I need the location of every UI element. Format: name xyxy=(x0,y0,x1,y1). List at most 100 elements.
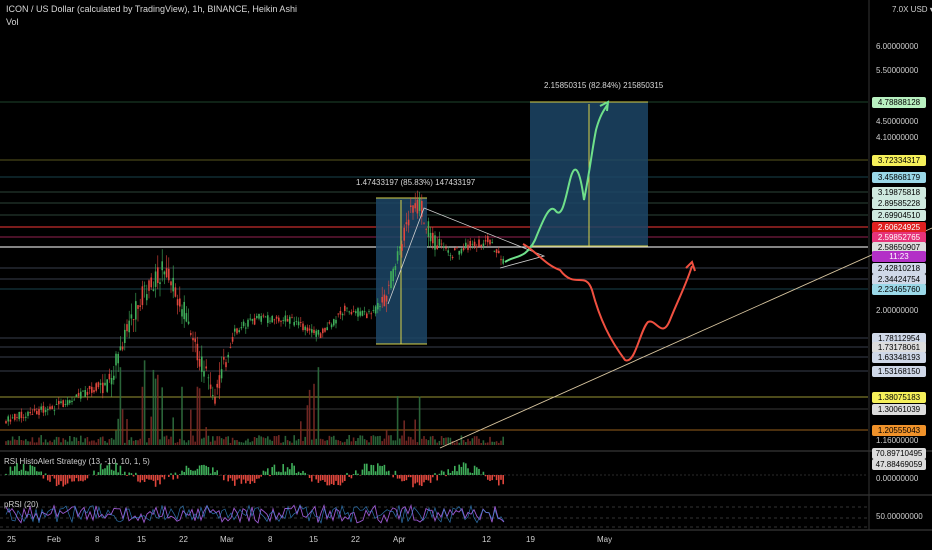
axis-top-label[interactable]: 7.0X USD ▾ xyxy=(892,5,932,14)
volume-bar xyxy=(348,435,350,445)
candle-body xyxy=(113,375,115,380)
candle-body xyxy=(135,301,137,320)
rsi-histo-bar xyxy=(317,475,320,483)
candle-body xyxy=(289,316,291,324)
candle-body xyxy=(192,338,194,341)
candle-body xyxy=(502,258,504,264)
volume-bar xyxy=(467,438,469,445)
rsi-histo-bar xyxy=(357,473,359,475)
volume-bar xyxy=(275,436,278,445)
candle-body xyxy=(449,255,452,257)
volume-bar xyxy=(313,383,315,445)
candle-body xyxy=(308,328,311,331)
volume-bar xyxy=(396,396,399,445)
price-tag: 2.59852765 xyxy=(872,232,926,243)
volume-bar xyxy=(434,439,436,445)
volume-bar xyxy=(203,437,205,445)
rsi-histo-bar xyxy=(326,475,328,486)
candle-body xyxy=(157,267,159,283)
candle-body xyxy=(42,405,45,413)
x-tick: 22 xyxy=(179,535,188,544)
volume-bar xyxy=(106,442,108,445)
rsi-histo-bar xyxy=(60,475,62,482)
rsi-histo-bar xyxy=(443,471,445,475)
volume-bar xyxy=(47,442,49,445)
volume-bar xyxy=(465,442,467,445)
rsi-histo-bar xyxy=(51,475,53,477)
candle-body xyxy=(478,239,480,247)
volume-bar xyxy=(440,436,443,445)
candle-body xyxy=(462,247,465,251)
candle-body xyxy=(322,328,324,334)
rsi-histo-bar xyxy=(161,475,163,478)
candle-body xyxy=(240,327,243,329)
candle-body xyxy=(16,417,18,418)
price-tag: 1.20555043 xyxy=(872,425,926,436)
rsi-histo-bar xyxy=(460,466,463,475)
volume-bar xyxy=(469,441,471,445)
rsi-histo-bar xyxy=(458,464,460,475)
candle-body xyxy=(172,277,174,292)
rsi-histo-bar xyxy=(44,473,47,475)
candle-body xyxy=(181,309,183,317)
x-tick: Feb xyxy=(47,535,61,544)
volume-bar xyxy=(161,387,163,445)
osc-line-secondary xyxy=(5,504,505,524)
volume-bar xyxy=(427,440,430,445)
volume-bar xyxy=(289,441,291,445)
candle-body xyxy=(311,329,313,333)
candle-body xyxy=(467,244,469,250)
price-scale-label: 2.00000000 xyxy=(876,306,919,315)
rsi-histo-bar xyxy=(324,475,326,482)
volume-bar xyxy=(278,435,280,445)
candle-body xyxy=(143,285,146,287)
volume-bar xyxy=(20,440,23,445)
price-tag: 2.23465760 xyxy=(872,284,926,295)
rsi-histo-bar xyxy=(49,475,51,482)
rsi-histo-bar xyxy=(300,473,302,475)
rsi-histo-bar xyxy=(311,475,313,482)
volume-bar xyxy=(315,438,317,445)
volume-bar xyxy=(93,440,95,445)
rsi-histo-bar xyxy=(251,475,254,482)
volume-bar xyxy=(381,441,383,445)
candle-body xyxy=(31,414,34,415)
rsi-histo-bar xyxy=(313,475,315,476)
volume-bar xyxy=(163,436,166,445)
candle-body xyxy=(117,353,119,364)
volume-bar xyxy=(317,367,320,445)
candle-body xyxy=(348,311,350,313)
volume-bar xyxy=(245,440,247,445)
candle-body xyxy=(410,205,412,207)
candle-body xyxy=(73,399,75,401)
rsi-histo-bar xyxy=(198,465,201,475)
volume-bar xyxy=(168,439,170,445)
rsi-histo-bar xyxy=(421,475,423,487)
rsi-histo-bar xyxy=(82,475,84,482)
candle-body xyxy=(5,421,7,424)
rsi-histo-bar xyxy=(40,471,42,475)
candle-body xyxy=(458,250,460,255)
volume-bar xyxy=(174,442,177,445)
rsi-histo-bar xyxy=(29,464,31,475)
rsi-histo-bar xyxy=(315,475,317,480)
candle-body xyxy=(330,324,333,328)
candle-body xyxy=(416,199,419,214)
rsi-histo-bar xyxy=(73,475,75,482)
candle-body xyxy=(20,411,23,419)
rsi-histo-bar xyxy=(176,475,179,479)
volume-bar xyxy=(491,441,493,445)
rsi-histo-bar xyxy=(119,465,122,475)
volume-bar xyxy=(311,439,313,445)
candle-body xyxy=(179,298,181,307)
volume-bar xyxy=(7,440,9,445)
rsi-histo-bar xyxy=(33,466,36,475)
volume-bar xyxy=(383,438,386,445)
price-scale-label: 4.50000000 xyxy=(876,117,919,126)
candle-body xyxy=(315,330,317,337)
volume-bar xyxy=(240,442,243,445)
rsi-histo-bar xyxy=(403,475,405,482)
volume-bar xyxy=(473,436,476,445)
